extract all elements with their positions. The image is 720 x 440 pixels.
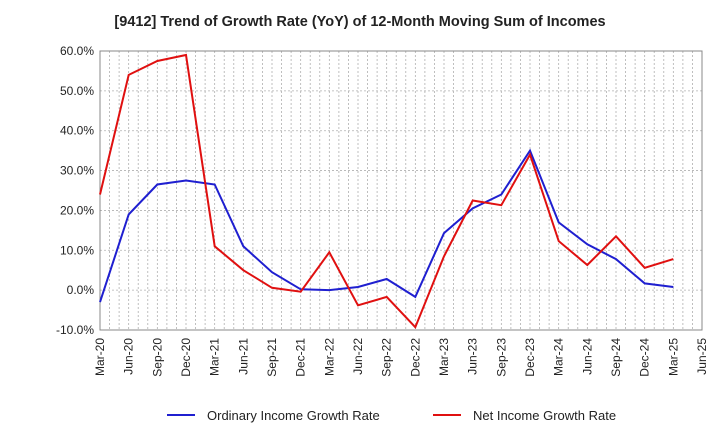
x-tick-label: Mar-22 (322, 338, 336, 376)
x-tick-label: Jun-22 (351, 338, 365, 375)
legend-swatch-net-income (433, 414, 461, 416)
x-tick-label: Sep-21 (265, 338, 279, 377)
x-axis-ticks: Mar-20 Jun-20 Sep-20 Dec-20 Mar-21 Jun-21 Sep-… (93, 338, 709, 377)
x-tick-label: Sep-24 (609, 338, 623, 377)
x-tick-label: Mar-25 (666, 338, 680, 376)
x-tick-label: Jun-20 (122, 338, 136, 375)
series-line-net-income (99, 53, 674, 330)
y-tick-label: 60.0% (60, 44, 94, 58)
x-tick-label: Dec-24 (638, 338, 652, 377)
x-tick-label: Mar-23 (437, 338, 451, 376)
legend-item-ordinary-income: Ordinary Income Growth Rate (167, 405, 380, 425)
x-tick-label: Dec-23 (523, 338, 537, 377)
legend-item-net-income: Net Income Growth Rate (433, 405, 616, 425)
x-tick-label: Mar-24 (552, 338, 566, 376)
y-tick-label: 30.0% (60, 164, 94, 178)
legend: Ordinary Income Growth Rate Net Income G… (0, 405, 720, 425)
y-tick-label: 40.0% (60, 124, 94, 138)
y-tick-label: 50.0% (60, 84, 94, 98)
x-tick-label: Dec-20 (179, 338, 193, 377)
x-tick-label: Jun-21 (236, 338, 250, 375)
y-tick-label: 20.0% (60, 203, 94, 217)
series-layer (99, 53, 674, 330)
y-tick-label: 10.0% (60, 243, 94, 257)
y-tick-label: 0.0% (67, 283, 95, 297)
x-tick-label: Dec-22 (408, 338, 422, 377)
series-line-ordinary-income (99, 148, 674, 303)
x-tick-label: Jun-25 (695, 338, 709, 375)
x-tick-label: Sep-20 (150, 338, 164, 377)
x-tick-label: Sep-23 (494, 338, 508, 377)
legend-swatch-ordinary-income (167, 414, 195, 416)
x-tick-label: Sep-22 (380, 338, 394, 377)
x-tick-label: Jun-23 (466, 338, 480, 375)
y-axis-ticks: 60.0% 50.0% 40.0% 30.0% 20.0% 10.0% 0.0% -10.0% (56, 44, 94, 337)
y-tick-label: -10.0% (56, 323, 94, 337)
x-tick-label: Dec-21 (294, 338, 308, 377)
x-tick-label: Mar-20 (93, 338, 107, 376)
grid-lines (100, 51, 702, 330)
x-tick-label: Mar-21 (208, 338, 222, 376)
x-tick-label: Jun-24 (580, 338, 594, 375)
chart-title: [9412] Trend of Growth Rate (YoY) of 12-… (114, 14, 606, 30)
legend-label-net-income: Net Income Growth Rate (473, 407, 617, 423)
legend-label-ordinary-income: Ordinary Income Growth Rate (207, 407, 380, 423)
